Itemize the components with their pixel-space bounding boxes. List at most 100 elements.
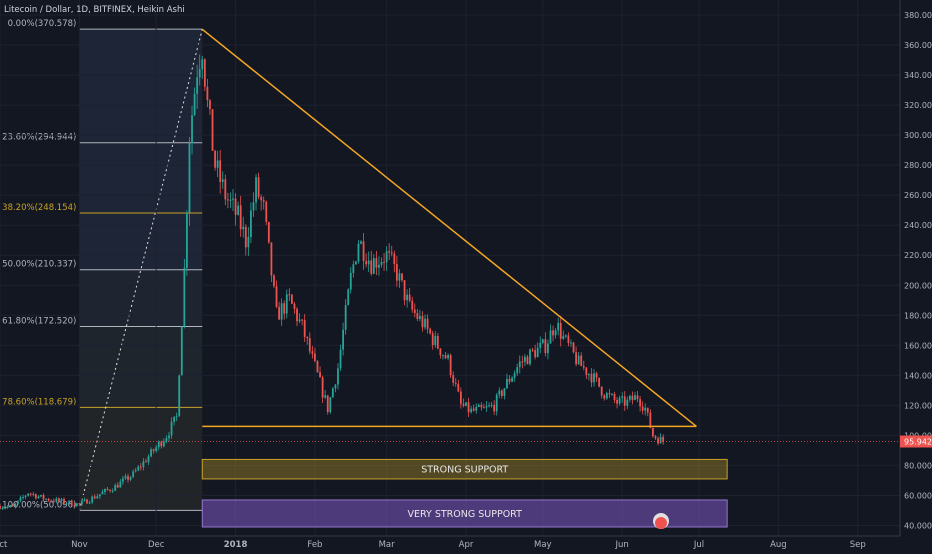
candle-body: [165, 438, 168, 442]
candle-body: [73, 505, 76, 507]
fib-band: [79, 326, 203, 408]
candle-body: [98, 494, 101, 497]
candle-body: [216, 160, 219, 168]
candle-body: [22, 496, 24, 498]
candle-body: [488, 405, 490, 407]
candle-body: [303, 319, 306, 337]
candle-body: [449, 354, 452, 376]
time-tick-label: Apr: [459, 540, 474, 550]
candle-body: [370, 260, 373, 274]
candle-body: [40, 494, 42, 497]
candle-body: [557, 322, 560, 331]
candle-body: [290, 294, 293, 304]
candle-body: [644, 407, 647, 411]
candle-body: [88, 502, 91, 504]
candle-body: [83, 499, 86, 501]
candle-body: [175, 416, 178, 418]
support-zones[interactable]: STRONG SUPPORT VERY STRONG SUPPORT: [201, 458, 728, 528]
candle-body: [111, 490, 114, 492]
candle-body: [157, 441, 160, 448]
candle-body: [81, 500, 83, 504]
fib-band: [79, 269, 203, 327]
tradingview-logo: [653, 513, 669, 529]
candle-body: [267, 221, 270, 243]
time-axis[interactable]: Oct Nov Dec 2018 Feb Mar Apr May Jun Jul Aug Sep: [0, 535, 900, 550]
candle-body: [408, 294, 411, 301]
candle-body: [132, 471, 135, 477]
candle-body: [324, 395, 327, 398]
candle-body: [196, 77, 199, 94]
candle-body: [434, 335, 437, 346]
time-tick-label: Sep: [850, 540, 866, 550]
price-tick-label: 380.000: [904, 11, 932, 20]
candle-body: [50, 500, 53, 502]
candle-body: [424, 318, 426, 328]
candle-body: [188, 143, 191, 213]
fib-level-label: 61.80%(172.520): [2, 317, 76, 327]
candle-body: [242, 226, 245, 230]
price-tick-label: 280.000: [904, 161, 932, 170]
candle-body: [385, 251, 388, 263]
price-tick-label: 60.000: [904, 491, 932, 500]
candle-body: [288, 294, 291, 296]
candle-body: [452, 375, 455, 383]
candle-body: [352, 264, 355, 273]
candle-body: [308, 338, 311, 352]
price-tick-label: 300.000: [904, 131, 932, 140]
trendlines[interactable]: [201, 28, 697, 428]
candle-body: [278, 306, 280, 320]
candle-body: [306, 336, 309, 339]
candle-body: [462, 403, 465, 406]
price-axis[interactable]: 380.000 360.000 340.000 320.000 300.000 280.0…: [899, 0, 932, 550]
candle-body: [316, 361, 319, 373]
candle-body: [127, 476, 129, 480]
candle-body: [531, 349, 534, 351]
candle-body: [9, 505, 12, 507]
candle-body: [109, 489, 111, 491]
time-tick-label: Jul: [693, 540, 704, 550]
candle-body: [372, 258, 375, 274]
candle-body: [541, 339, 544, 343]
candle-body: [649, 412, 652, 428]
candle-body: [68, 500, 71, 504]
candle-body: [628, 395, 631, 400]
support-zone: [201, 458, 728, 480]
candle-body: [608, 393, 611, 395]
candle-body: [186, 212, 188, 268]
candle-body: [221, 179, 224, 182]
candle-body: [411, 300, 414, 310]
candle-body: [122, 478, 124, 482]
candle-body: [539, 342, 542, 348]
candle-body: [470, 408, 473, 413]
candle-body: [365, 260, 368, 265]
candle-body: [567, 335, 570, 344]
candle-body: [162, 441, 165, 447]
candle-body: [331, 388, 334, 398]
candle-body: [634, 395, 636, 401]
candle-body: [383, 261, 385, 263]
candle-body: [34, 494, 37, 499]
candle-body: [378, 264, 380, 268]
price-tick-label: 320.000: [904, 101, 932, 110]
candle-body: [11, 505, 14, 507]
candle-body: [631, 395, 634, 401]
candle-body: [298, 319, 301, 322]
candle-body: [296, 308, 298, 322]
candle-body: [96, 496, 99, 499]
candle-body: [360, 241, 362, 244]
time-tick-label: May: [534, 540, 552, 550]
candle-body: [654, 436, 657, 439]
candle-body: [55, 498, 58, 502]
candle-body: [1, 507, 4, 509]
candle-body: [375, 258, 378, 268]
candle-body: [413, 309, 416, 314]
price-tick-label: 40.000: [904, 521, 932, 530]
candle-body: [577, 355, 580, 365]
candle-body: [600, 386, 603, 396]
candle-body: [500, 390, 503, 396]
fib-band: [79, 407, 203, 511]
candle-body: [45, 498, 47, 500]
candle-body: [19, 497, 22, 501]
